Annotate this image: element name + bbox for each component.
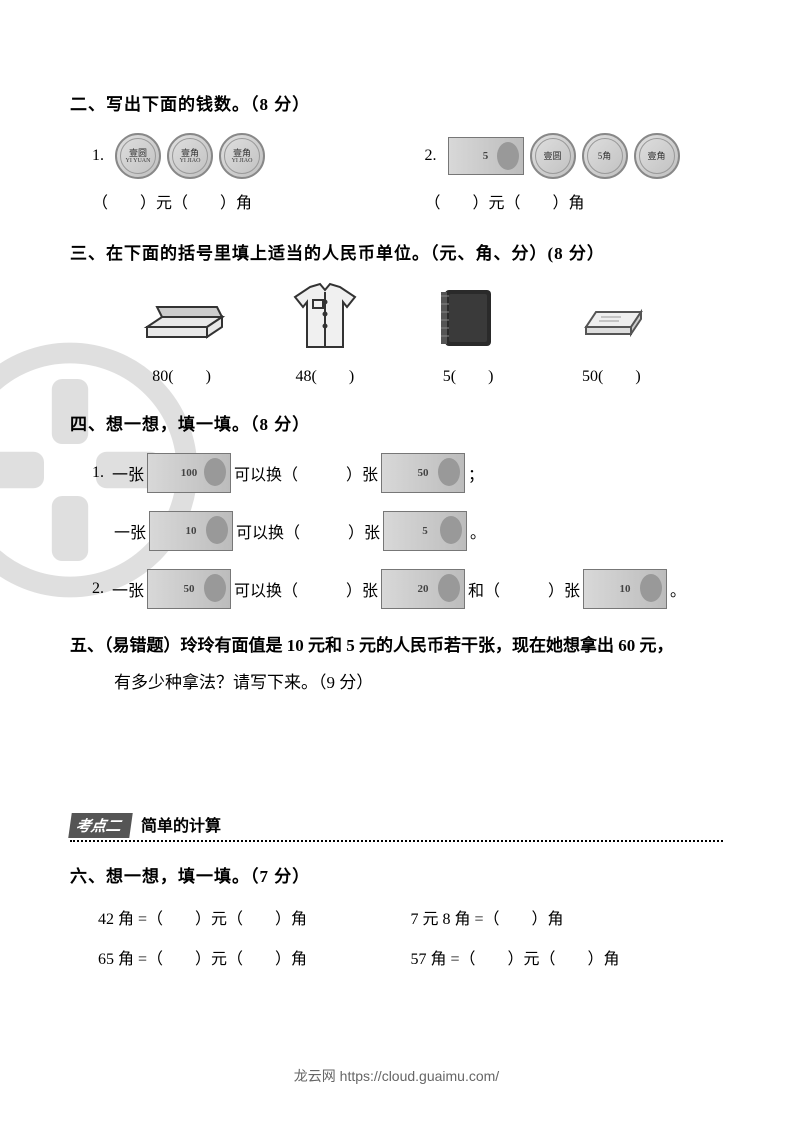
coin-1yuan: 壹圆YI YUAN: [115, 133, 161, 179]
coin-5jiao: 5角: [582, 133, 628, 179]
topic-badge: 考点二: [68, 813, 133, 838]
q4-2-line: 2. 一张 50 可以换（ ）张 20 和（ ）张 10 。: [92, 569, 723, 609]
item-label: 48( ): [280, 362, 370, 386]
section4-title: 四、想一想，填一填。（8 分）: [70, 410, 723, 435]
bill-50: 50: [381, 453, 465, 493]
bill-10: 10: [149, 511, 233, 551]
section6-row1: 42 角 =（ ）元（ ）角 7 元 8 角 =（ ）角: [98, 905, 723, 929]
section5-line2: 有多少种拿法？请写下来。（9 分）: [114, 664, 723, 701]
row1-left: 42 角 =（ ）元（ ）角: [98, 905, 411, 929]
item-notebook: 5( ): [423, 282, 513, 386]
bill-20: 20: [381, 569, 465, 609]
row2-right: 57 角 =（ ）元（ ）角: [411, 945, 724, 969]
coin-1jiao: 壹角: [634, 133, 680, 179]
q4-1-line2: 一张 10 可以换（ ）张 5 。: [114, 511, 723, 551]
notebook-icon: [423, 282, 513, 352]
item-shirt: 48( ): [280, 282, 370, 386]
q2-answer: （ ）元（ ）角: [425, 189, 724, 213]
shirt-icon: [280, 282, 370, 352]
bill-50: 50: [147, 569, 231, 609]
coin-1yuan: 壹圆: [530, 133, 576, 179]
bill-10: 10: [583, 569, 667, 609]
q4-1-line1: 1. 一张 100 可以换（ ）张 50 ；: [92, 453, 723, 493]
q1-answer: （ ）元（ ）角: [92, 189, 391, 213]
bill-100: 100: [147, 453, 231, 493]
section6-title: 六、想一想，填一填。（7 分）: [70, 862, 723, 887]
section2-row: 1. 壹圆YI YUAN 壹角YI JIAO 壹角YI JIAO （ ）元（ ）…: [70, 133, 723, 213]
section5: 五、（易错题）玲玲有面值是 10 元和 5 元的人民币若干张，现在她想拿出 60…: [70, 627, 723, 702]
section6-row2: 65 角 =（ ）元（ ）角 57 角 =（ ）元（ ）角: [98, 945, 723, 969]
item-pencil-case: 80( ): [137, 282, 227, 386]
bill-5: 5: [383, 511, 467, 551]
page-content: 二、写出下面的钱数。（8 分） 1. 壹圆YI YUAN 壹角YI JIAO 壹…: [70, 90, 723, 969]
section3-title: 三、在下面的括号里填上适当的人民币单位。（元、角、分）(8 分）: [70, 239, 723, 264]
topic-title: 简单的计算: [141, 812, 221, 836]
row2-left: 65 角 =（ ）元（ ）角: [98, 945, 411, 969]
coin-1jiao: 壹角YI JIAO: [167, 133, 213, 179]
section3-items: 80( ) 48( ) 5( ) 50( ): [110, 282, 683, 386]
bill-5yuan: 5: [448, 137, 524, 175]
pencil-case-icon: [137, 282, 227, 352]
topic-header: 考点二 简单的计算: [70, 812, 723, 842]
section5-line1: 五、（易错题）玲玲有面值是 10 元和 5 元的人民币若干张，现在她想拿出 60…: [70, 627, 723, 664]
q1-num: 1.: [92, 147, 104, 165]
coin-1jiao: 壹角YI JIAO: [219, 133, 265, 179]
q2-num: 2.: [425, 147, 437, 165]
row1-right: 7 元 8 角 =（ ）角: [411, 905, 724, 929]
item-label: 50( ): [566, 362, 656, 386]
page-footer: 龙云网 https://cloud.guaimu.com/: [0, 1066, 793, 1086]
item-label: 80( ): [137, 362, 227, 386]
eraser-icon: [566, 282, 656, 352]
item-eraser: 50( ): [566, 282, 656, 386]
section2-title: 二、写出下面的钱数。（8 分）: [70, 90, 723, 115]
item-label: 5( ): [423, 362, 513, 386]
